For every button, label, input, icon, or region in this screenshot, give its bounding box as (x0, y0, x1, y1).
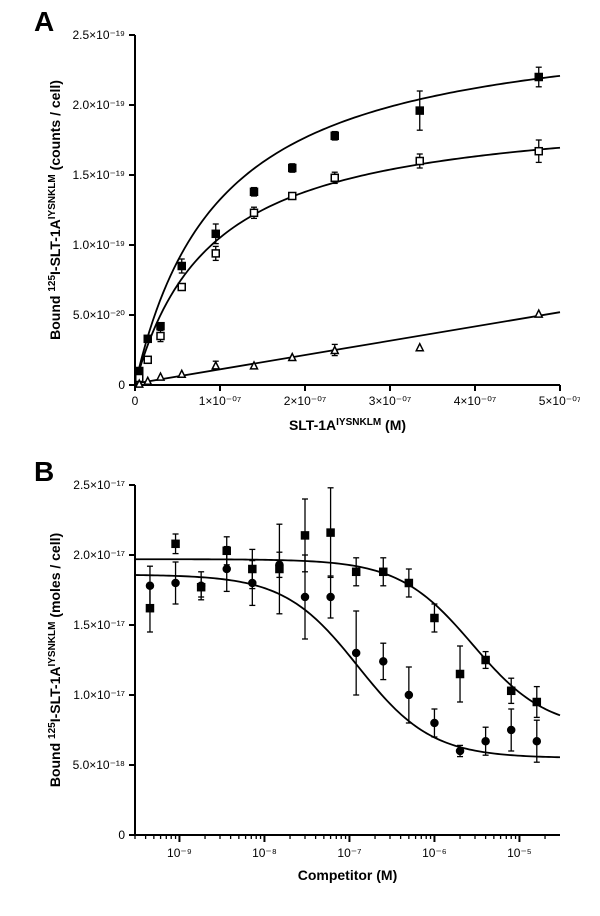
svg-text:2.0×10⁻¹⁷: 2.0×10⁻¹⁷ (73, 548, 125, 562)
svg-text:Bound 125I-SLT-1AIYSNKLM (coun: Bound 125I-SLT-1AIYSNKLM (counts / cell) (47, 80, 64, 340)
svg-text:10⁻⁸: 10⁻⁸ (252, 846, 277, 860)
svg-text:SLT-1AIYSNKLM (M): SLT-1AIYSNKLM (M) (289, 417, 406, 434)
svg-text:1×10⁻⁰⁷: 1×10⁻⁰⁷ (199, 394, 242, 408)
svg-text:1.5×10⁻¹⁷: 1.5×10⁻¹⁷ (73, 618, 125, 632)
svg-text:3×10⁻⁰⁷: 3×10⁻⁰⁷ (369, 394, 412, 408)
panel-a-svg: 0 5.0×10⁻²⁰ 1.0×10⁻¹⁹ 1.5×10⁻¹⁹ 2.0×10⁻¹⁹ 2.5… (40, 15, 580, 445)
panel-b: 0 5.0×10⁻¹⁸ 1.0×10⁻¹⁷ 1.5×10⁻¹⁷ 2.0×10⁻¹⁷ 2.5… (40, 465, 580, 900)
svg-text:5×10⁻⁰⁷: 5×10⁻⁰⁷ (539, 394, 580, 408)
svg-text:2.5×10⁻¹⁷: 2.5×10⁻¹⁷ (73, 478, 125, 492)
svg-text:1.5×10⁻¹⁹: 1.5×10⁻¹⁹ (72, 168, 125, 182)
panel-a: 0 5.0×10⁻²⁰ 1.0×10⁻¹⁹ 1.5×10⁻¹⁹ 2.0×10⁻¹⁹ 2.5… (40, 15, 580, 450)
svg-text:5.0×10⁻¹⁸: 5.0×10⁻¹⁸ (73, 758, 125, 772)
svg-text:4×10⁻⁰⁷: 4×10⁻⁰⁷ (454, 394, 497, 408)
svg-text:1.0×10⁻¹⁷: 1.0×10⁻¹⁷ (73, 688, 125, 702)
svg-text:2.5×10⁻¹⁹: 2.5×10⁻¹⁹ (72, 28, 125, 42)
figure-page: A 05.0×10⁻²⁰1.0×10⁻¹⁹1.5×10⁻¹⁹2.0×10⁻¹⁹2… (0, 0, 600, 916)
svg-text:Bound 125I-SLT-1AIYSNKLM (mole: Bound 125I-SLT-1AIYSNKLM (moles / cell) (47, 533, 64, 787)
panel-b-svg: 0 5.0×10⁻¹⁸ 1.0×10⁻¹⁷ 1.5×10⁻¹⁷ 2.0×10⁻¹⁷ 2.5… (40, 465, 580, 895)
svg-text:Competitor (M): Competitor (M) (298, 867, 398, 883)
svg-text:0: 0 (118, 378, 125, 392)
svg-text:1.0×10⁻¹⁹: 1.0×10⁻¹⁹ (72, 238, 125, 252)
svg-text:10⁻⁷: 10⁻⁷ (337, 846, 361, 860)
svg-text:2.0×10⁻¹⁹: 2.0×10⁻¹⁹ (72, 98, 125, 112)
svg-text:0: 0 (118, 828, 125, 842)
svg-text:2×10⁻⁰⁷: 2×10⁻⁰⁷ (284, 394, 327, 408)
svg-text:5.0×10⁻²⁰: 5.0×10⁻²⁰ (73, 308, 125, 322)
svg-text:10⁻⁹: 10⁻⁹ (167, 846, 192, 860)
svg-text:10⁻⁵: 10⁻⁵ (507, 846, 532, 860)
svg-text:10⁻⁶: 10⁻⁶ (422, 846, 447, 860)
svg-text:0: 0 (132, 394, 139, 408)
